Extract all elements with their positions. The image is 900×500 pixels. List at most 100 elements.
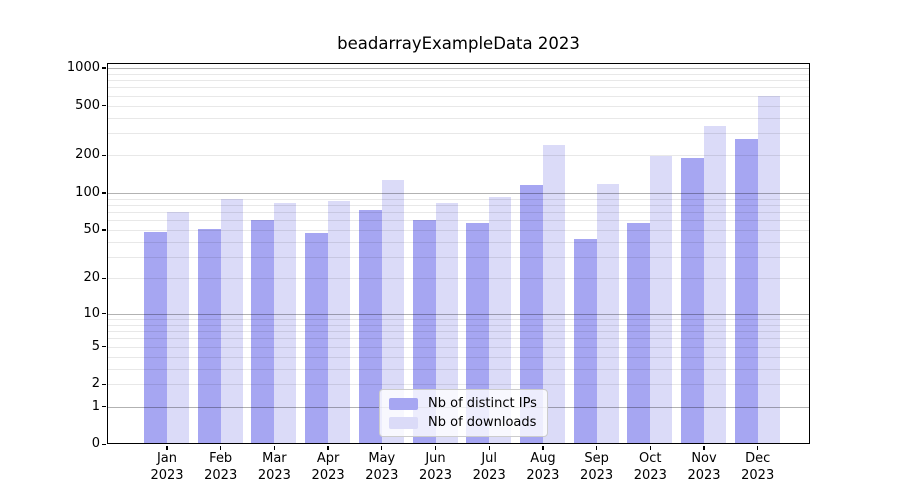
- y-gridline-minor: [107, 368, 810, 370]
- legend-row: Nb of distinct IPs: [389, 396, 537, 411]
- x-tick-mark: [434, 445, 437, 451]
- x-tick-mark: [273, 445, 276, 451]
- bar-distinct-ips: [681, 157, 704, 445]
- y-gridline-minor: [107, 324, 810, 326]
- bar-downloads: [167, 212, 189, 445]
- bar-downloads: [381, 179, 404, 445]
- y-gridline-minor: [107, 133, 810, 135]
- y-gridline-minor: [107, 105, 810, 107]
- bar-distinct-ips: [573, 239, 597, 445]
- x-tick-mark: [166, 445, 168, 451]
- bar-downloads: [489, 196, 512, 445]
- bar-distinct-ips: [305, 233, 329, 445]
- y-tick-mark: [101, 443, 106, 445]
- y-tick-mark: [101, 229, 106, 231]
- y-gridline-major: [107, 192, 810, 194]
- x-tick-mark: [220, 445, 222, 451]
- x-tick-mark: [649, 445, 651, 451]
- x-tick-mark: [381, 445, 383, 451]
- bar-downloads: [757, 96, 780, 445]
- x-tick-label: Feb 2023: [204, 451, 238, 483]
- bar-downloads: [274, 202, 297, 445]
- y-gridline-minor: [107, 212, 810, 214]
- y-gridline-minor: [107, 204, 810, 206]
- y-gridline-major: [107, 313, 810, 315]
- x-tick-label: Sep 2023: [580, 451, 614, 483]
- bar-downloads: [704, 126, 726, 445]
- y-gridline-minor: [107, 230, 810, 232]
- y-tick-label: 10: [83, 305, 100, 321]
- y-gridline-minor: [107, 117, 810, 119]
- y-gridline-minor: [107, 73, 810, 75]
- legend: Nb of distinct IPs Nb of downloads: [379, 389, 548, 438]
- y-tick-mark: [101, 67, 106, 69]
- y-tick-label: 500: [75, 97, 100, 113]
- x-tick-label: Nov 2023: [687, 451, 721, 483]
- x-tick-mark: [542, 445, 544, 451]
- x-tick-mark: [757, 445, 759, 451]
- chart-title: beadarrayExampleData 2023: [337, 34, 580, 53]
- bar-downloads: [328, 200, 351, 445]
- y-tick-label: 200: [75, 147, 100, 163]
- bar-distinct-ips: [412, 220, 436, 445]
- y-gridline-minor: [107, 155, 810, 157]
- x-tick-label: Aug 2023: [526, 451, 560, 483]
- bar-distinct-ips: [519, 185, 543, 445]
- x-tick-mark: [327, 445, 329, 451]
- y-gridline-minor: [107, 257, 810, 259]
- y-gridline-minor: [107, 330, 810, 332]
- y-tick-label: 100: [75, 184, 100, 200]
- y-tick-mark: [101, 405, 106, 408]
- legend-label: Nb of downloads: [428, 415, 537, 431]
- y-gridline-minor: [107, 318, 810, 320]
- bar-downloads: [220, 198, 243, 445]
- y-gridline-minor: [107, 220, 810, 222]
- plot-area: Nb of distinct IPs Nb of downloads: [107, 62, 810, 445]
- bar-downloads: [596, 183, 619, 445]
- legend-row: Nb of downloads: [389, 415, 537, 430]
- y-tick-mark: [101, 345, 106, 348]
- y-gridline-minor: [107, 338, 810, 340]
- y-tick-mark: [101, 383, 106, 386]
- y-tick-label: 20: [83, 270, 100, 286]
- y-gridline-minor: [107, 241, 810, 243]
- y-tick-mark: [101, 312, 106, 315]
- y-gridline-major: [107, 67, 810, 69]
- y-gridline-minor: [107, 198, 810, 200]
- x-tick-mark: [488, 445, 490, 451]
- x-tick-label: May 2023: [365, 451, 399, 483]
- y-tick-label: 0: [91, 436, 100, 452]
- x-tick-mark: [703, 445, 705, 451]
- y-tick-label: 1000: [66, 59, 100, 75]
- x-tick-label: Mar 2023: [257, 451, 291, 483]
- x-tick-label: Jan 2023: [150, 451, 184, 483]
- bar-distinct-ips: [466, 223, 490, 445]
- x-tick-mark: [595, 445, 598, 451]
- bar-distinct-ips: [358, 209, 382, 445]
- y-tick-mark: [101, 154, 106, 157]
- y-gridline-minor: [107, 278, 810, 280]
- bar-distinct-ips: [627, 223, 651, 445]
- bar-downloads: [435, 202, 458, 445]
- y-tick-mark: [101, 277, 106, 280]
- x-tick-label: Oct 2023: [633, 451, 667, 483]
- y-tick-label: 5: [91, 338, 100, 354]
- legend-swatch: [389, 416, 418, 429]
- x-tick-label: Jul 2023: [472, 451, 506, 483]
- y-gridline-minor: [107, 80, 810, 82]
- bar-distinct-ips: [197, 229, 221, 445]
- bar-downloads: [650, 156, 673, 445]
- y-tick-label: 2: [91, 376, 100, 392]
- y-tick-mark: [101, 192, 106, 194]
- y-gridline-minor: [107, 346, 810, 348]
- y-gridline-minor: [107, 95, 810, 97]
- bar-downloads: [542, 145, 565, 445]
- y-gridline-minor: [107, 356, 810, 358]
- y-gridline-minor: [107, 87, 810, 89]
- y-gridline-minor: [107, 384, 810, 386]
- bar-distinct-ips: [734, 139, 758, 445]
- y-tick-label: 50: [83, 222, 100, 238]
- y-tick-label: 1: [91, 398, 100, 414]
- legend-label: Nb of distinct IPs: [428, 396, 537, 412]
